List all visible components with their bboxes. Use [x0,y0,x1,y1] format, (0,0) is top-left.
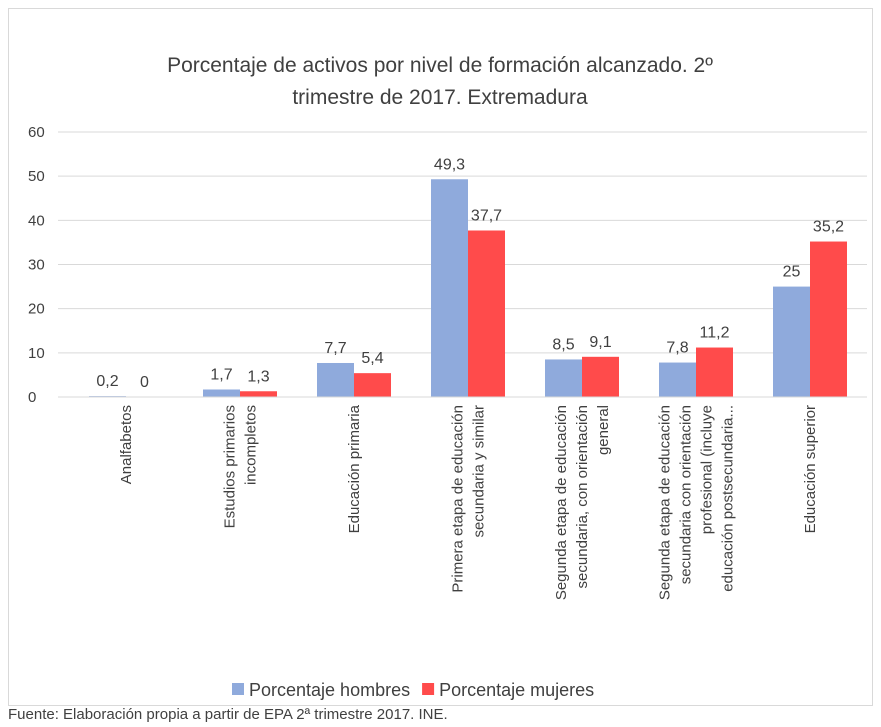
y-tick-label: 30 [28,257,45,274]
bar [354,373,391,397]
y-tick-label: 50 [28,168,45,185]
bar [545,359,582,397]
value-label: 1,7 [210,366,232,383]
y-tick-label: 40 [28,212,45,229]
legend-label: Porcentaje mujeres [439,680,594,700]
source-note: Fuente: Elaboración propia a partir de E… [8,706,448,723]
value-label: 1,3 [247,368,269,385]
value-label: 49,3 [434,156,465,173]
value-label: 0,2 [96,373,118,390]
y-tick-label: 20 [28,301,45,318]
x-tick-label: Segunda etapa de educación secundaria con… [657,405,737,600]
bar [431,179,468,397]
bar [696,347,733,397]
x-tick-label: Educación primaria [346,404,363,533]
bar [468,230,505,397]
value-label: 7,7 [324,340,346,357]
bar [582,356,619,397]
value-label: 9,1 [589,334,611,351]
y-tick-label: 10 [28,345,45,362]
x-tick-label: Analfabetos [118,405,135,484]
x-tick-label: Estudios primarios incompletos [222,405,260,528]
bar [810,241,847,397]
value-label: 5,4 [361,350,383,367]
bar [203,389,240,397]
legend-swatch [232,683,244,695]
bar [773,286,810,397]
value-label: 7,8 [666,340,688,357]
value-label: 37,7 [471,207,502,224]
x-tick-label: Primera etapa de educación secundaria y s… [450,405,488,593]
x-tick-label: Segunda etapa de educación secundaria, co… [553,405,612,600]
value-label: 0 [140,374,149,391]
bar [317,362,354,397]
value-label: 35,2 [813,219,844,236]
value-label: 11,2 [700,325,730,342]
chart-title: Porcentaje de activos por nivel de forma… [167,54,713,109]
value-label: 8,5 [552,336,574,353]
x-tick-label: Educación superior [802,405,819,533]
y-tick-label: 60 [28,124,45,141]
bar [240,391,277,397]
legend-label: Porcentaje hombres [249,680,410,700]
value-label: 25 [783,264,801,281]
bar [659,362,696,397]
y-tick-label: 0 [28,389,36,406]
legend-swatch [422,683,435,695]
